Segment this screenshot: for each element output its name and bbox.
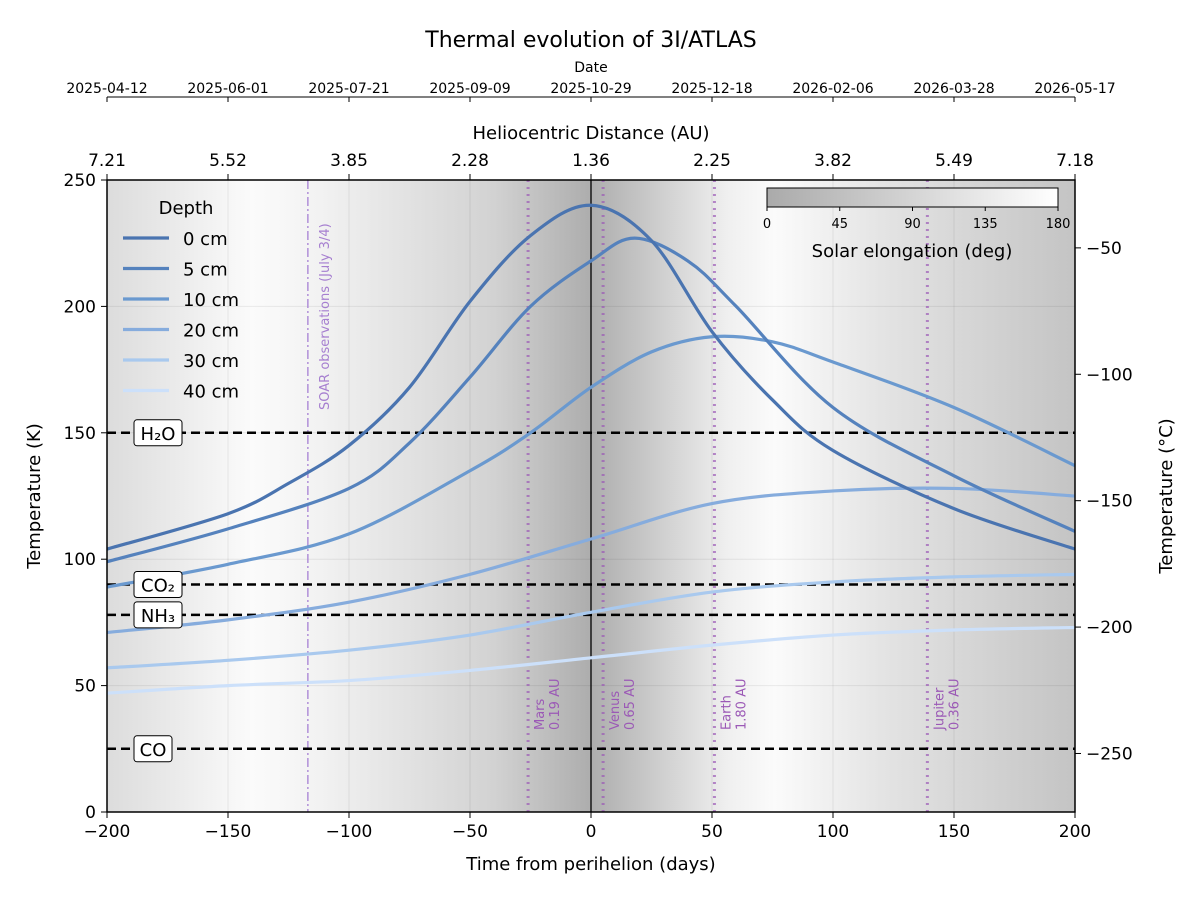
top-distance-tick-label: 3.82: [814, 151, 852, 171]
soar-observation-label: SOAR observations (July 3/4): [318, 223, 333, 410]
x-tick-label: −50: [452, 822, 488, 842]
series-line-30-cm: [107, 572, 1075, 670]
y-tick-label: 50: [74, 677, 96, 697]
x-axis-label: Time from perihelion (days): [465, 854, 715, 875]
x-tick-label: 50: [701, 822, 723, 842]
top-date-tick-label: 2025-06-01: [187, 81, 268, 97]
top-date-tick-label: 2026-02-06: [792, 81, 873, 97]
planet-name-label: Earth: [719, 695, 734, 730]
series-line-40-cm: [107, 625, 1075, 695]
y-tick-label: 200: [64, 297, 96, 317]
colorbar-label: Solar elongation (deg): [812, 241, 1013, 262]
top-distance-tick-label: 3.85: [330, 151, 368, 171]
top-distance-tick-label: 2.28: [451, 151, 489, 171]
ice-label: CO₂: [141, 575, 175, 596]
right-y-tick-label: −100: [1086, 365, 1133, 385]
series-line-5-cm: [107, 236, 1075, 564]
planet-distance-label: 0.36 AU: [947, 679, 962, 731]
y-tick-label: 150: [64, 424, 96, 444]
top-date-tick-label: 2025-10-29: [550, 81, 631, 97]
x-tick-label: −200: [84, 822, 131, 842]
legend: Depth 0 cm 5 cm 10 cm 20 cm 30 cm 40 cm: [123, 198, 239, 403]
series-line-10-cm: [107, 334, 1075, 589]
y-axis-label: Temperature (K): [24, 423, 45, 570]
colorbar-bar: [766, 187, 1059, 208]
y-tick-label: 250: [64, 171, 96, 191]
top-distance-tick-label: 5.49: [935, 151, 973, 171]
y-tick-label: 100: [64, 550, 96, 570]
top-date-tick-label: 2026-05-17: [1034, 81, 1115, 97]
right-y-tick-label: −250: [1086, 744, 1133, 764]
series-line-0-cm: [107, 203, 1075, 551]
top-date-axis-label: Date: [574, 60, 607, 76]
colorbar-tick-label: 180: [1046, 217, 1071, 232]
planet-distance-label: 0.19 AU: [548, 679, 563, 731]
right-y-tick-label: −200: [1086, 618, 1133, 638]
x-tick-label: 0: [586, 822, 597, 842]
top-date-tick-label: 2025-07-21: [308, 81, 389, 97]
ice-label-box: [133, 419, 183, 447]
top-distance-tick-label: 7.21: [88, 151, 126, 171]
planet-distance-label: 1.80 AU: [734, 679, 749, 731]
legend-label: 20 cm: [183, 321, 239, 342]
right-y-axis-label: Temperature (°C): [1156, 418, 1177, 574]
planet-name-label: Jupiter: [932, 687, 947, 731]
legend-label: 0 cm: [183, 229, 228, 250]
ice-label: H₂O: [141, 424, 176, 445]
legend-label: 40 cm: [183, 382, 239, 403]
colorbar-tick-label: 90: [904, 217, 921, 232]
top-date-tick-label: 2025-04-12: [66, 81, 147, 97]
x-tick-label: 100: [817, 822, 849, 842]
top-date-tick-label: 2025-12-18: [671, 81, 752, 97]
legend-label: 10 cm: [183, 290, 239, 311]
plot-frame: [106, 179, 1076, 813]
top-distance-axis-label: Heliocentric Distance (AU): [472, 123, 709, 144]
top-distance-tick-label: 1.36: [572, 151, 610, 171]
x-tick-label: −150: [205, 822, 252, 842]
right-y-tick-label: −150: [1086, 492, 1133, 512]
top-distance-tick-label: 7.18: [1056, 151, 1094, 171]
top-distance-tick-label: 2.25: [693, 151, 731, 171]
y-tick-label: 0: [85, 803, 96, 823]
chart-title: Thermal evolution of 3I/ATLAS: [424, 28, 756, 53]
colorbar-tick-label: 45: [831, 217, 848, 232]
legend-title: Depth: [159, 198, 214, 219]
top-date-tick-label: 2025-09-09: [429, 81, 510, 97]
colorbar-tick-label: 135: [973, 217, 998, 232]
ice-label-box: [133, 601, 183, 629]
colorbar: 0 45 90 135 180 Solar elongation (deg): [763, 187, 1071, 262]
legend-label: 30 cm: [183, 351, 239, 372]
x-tick-label: 150: [938, 822, 970, 842]
planet-name-label: Venus: [608, 691, 623, 730]
planet-distance-label: 0.65 AU: [623, 679, 638, 731]
right-y-tick-label: −50: [1086, 239, 1122, 259]
series-line-20-cm: [107, 486, 1075, 635]
ice-label-box: [133, 735, 173, 763]
legend-label: 5 cm: [183, 260, 228, 281]
x-tick-label: −100: [326, 822, 373, 842]
ice-label: NH₃: [141, 606, 175, 627]
colorbar-tick-label: 0: [763, 217, 771, 232]
top-date-tick-label: 2026-03-28: [913, 81, 994, 97]
ice-label: CO: [140, 740, 167, 761]
top-distance-tick-label: 5.52: [209, 151, 247, 171]
ice-label-box: [133, 570, 183, 598]
planet-name-label: Mars: [533, 698, 548, 730]
x-tick-label: 200: [1059, 822, 1091, 842]
